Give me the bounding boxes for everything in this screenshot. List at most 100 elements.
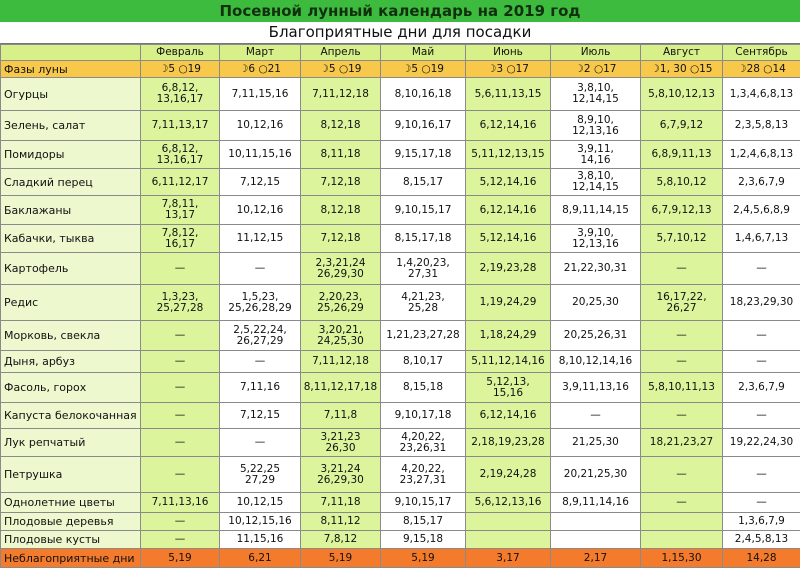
month-header: Сентябрь xyxy=(722,44,800,61)
day-cell: — xyxy=(140,350,220,373)
day-cell xyxy=(640,530,723,549)
day-cell: 20,25,30 xyxy=(550,284,641,321)
month-header: Май xyxy=(380,44,466,61)
day-cell: — xyxy=(140,530,220,549)
moon-phase: ☽1, 30 ○15 xyxy=(640,60,723,78)
bad-day-cell: 3,17 xyxy=(465,548,551,568)
day-cell: 9,15,18 xyxy=(380,530,466,549)
moon-phase: ☽28 ○14 xyxy=(722,60,800,78)
crop-name: Петрушка xyxy=(0,456,141,493)
table-row: Редис 1,3,23, 25,27,28 1,5,23, 25,26,28,29… xyxy=(0,284,800,321)
crop-name: Огурцы xyxy=(0,77,141,111)
day-cell: 8,11,18 xyxy=(300,140,381,169)
day-cell: 2,3,6,7,9 xyxy=(722,168,800,196)
day-cell: 16,17,22, 26,27 xyxy=(640,284,723,321)
day-cell: 3,21,24 26,29,30 xyxy=(300,456,381,493)
day-cell: 7,12,18 xyxy=(300,168,381,196)
day-cell: 8,15,18 xyxy=(380,372,466,403)
day-cell: 7,8,11, 13,17 xyxy=(140,195,220,225)
month-header: Февраль xyxy=(140,44,220,61)
day-cell: — xyxy=(550,402,641,429)
day-cell: 8,11,12,17,18 xyxy=(300,372,381,403)
bad-day-cell: 2,17 xyxy=(550,548,641,568)
day-cell: 9,10,17,18 xyxy=(380,402,466,429)
day-cell: 7,12,15 xyxy=(219,168,301,196)
crop-name: Морковь, свекла xyxy=(0,320,141,351)
day-cell xyxy=(640,512,723,531)
day-cell: 8,9,10, 12,13,16 xyxy=(550,110,641,141)
day-cell: 2,4,5,6,8,9 xyxy=(722,195,800,225)
day-cell xyxy=(465,530,551,549)
day-cell: 2,19,23,28 xyxy=(465,252,551,285)
day-cell: 6,11,12,17 xyxy=(140,168,220,196)
day-cell: 3,9,11, 14,16 xyxy=(550,140,641,169)
day-cell: 5,6,12,13,16 xyxy=(465,492,551,513)
day-cell: 7,8,12 xyxy=(300,530,381,549)
day-cell: 8,11,12 xyxy=(300,512,381,531)
day-cell: 7,8,12, 16,17 xyxy=(140,224,220,253)
day-cell: 18,21,23,27 xyxy=(640,428,723,457)
day-cell: 8,12,18 xyxy=(300,195,381,225)
crop-name: Дыня, арбуз xyxy=(0,350,141,373)
bad-day-cell: 5,19 xyxy=(140,548,220,568)
day-cell xyxy=(465,512,551,531)
row-label: Неблагоприятные дни xyxy=(0,548,141,568)
day-cell: 1,2,4,6,8,13 xyxy=(722,140,800,169)
day-cell: — xyxy=(140,372,220,403)
table-row: Сладкий перец 6,11,12,17 7,12,15 7,12,18 8,1… xyxy=(0,168,800,196)
day-cell: 5,8,10,12 xyxy=(640,168,723,196)
day-cell: — xyxy=(640,252,723,285)
bad-day-cell: 5,19 xyxy=(380,548,466,568)
day-cell: — xyxy=(722,252,800,285)
table-row: Дыня, арбуз — —7,11,12,18 8,10,17 5,11,12,14… xyxy=(0,350,800,373)
day-cell: 8,15,17 xyxy=(380,168,466,196)
day-cell: 5,12,13, 15,16 xyxy=(465,372,551,403)
day-cell: — xyxy=(640,456,723,493)
month-header: Апрель xyxy=(300,44,381,61)
day-cell: 10,12,16 xyxy=(219,195,301,225)
day-cell: 1,4,20,23, 27,31 xyxy=(380,252,466,285)
day-cell: 11,15,16 xyxy=(219,530,301,549)
day-cell: — xyxy=(140,320,220,351)
day-cell: 10,12,15,16 xyxy=(219,512,301,531)
day-cell: 3,20,21, 24,25,30 xyxy=(300,320,381,351)
moon-phase: ☽5 ○19 xyxy=(140,60,220,78)
table-row: Баклажаны 7,8,11, 13,17 10,12,16 8,12,18 9,1… xyxy=(0,195,800,225)
day-cell: 4,21,23, 25,28 xyxy=(380,284,466,321)
crop-name: Баклажаны xyxy=(0,195,141,225)
month-header: Август xyxy=(640,44,723,61)
day-cell: — xyxy=(640,402,723,429)
day-cell: 20,25,26,31 xyxy=(550,320,641,351)
crop-name: Однолетние цветы xyxy=(0,492,141,513)
day-cell: 4,20,22, 23,26,31 xyxy=(380,428,466,457)
day-cell: — xyxy=(219,252,301,285)
day-cell: 2,5,22,24, 26,27,29 xyxy=(219,320,301,351)
crop-name: Зелень, салат xyxy=(0,110,141,141)
table-row: Кабачки, тыква 7,8,12, 16,17 11,12,15 7,12,… xyxy=(0,224,800,253)
day-cell: 7,11,13,16 xyxy=(140,492,220,513)
day-cell: — xyxy=(640,350,723,373)
day-cell: 21,25,30 xyxy=(550,428,641,457)
table-row: Фазы луны ☽5 ○19 ☽6 ○21 ☽5 ○19 ☽5 ○19 ☽3 ○17 ☽… xyxy=(0,60,800,78)
day-cell: 7,11,12,18 xyxy=(300,350,381,373)
table-row: Картофель — —2,3,21,24 26,29,30 1,4,20,23, … xyxy=(0,252,800,285)
day-cell: 3,8,10, 12,14,15 xyxy=(550,168,641,196)
crop-name: Картофель xyxy=(0,252,141,285)
day-cell: 3,9,10, 12,13,16 xyxy=(550,224,641,253)
day-cell: 8,10,12,14,16 xyxy=(550,350,641,373)
corner-cell xyxy=(0,44,141,61)
moon-phase: ☽2 ○17 xyxy=(550,60,641,78)
day-cell: 9,10,16,17 xyxy=(380,110,466,141)
day-cell: 9,15,17,18 xyxy=(380,140,466,169)
day-cell: 1,4,6,7,13 xyxy=(722,224,800,253)
day-cell: 2,19,24,28 xyxy=(465,456,551,493)
table-row: Однолетние цветы 7,11,13,16 10,12,15 7,11,1… xyxy=(0,492,800,513)
day-cell: 8,9,11,14,16 xyxy=(550,492,641,513)
crop-name: Плодовые деревья xyxy=(0,512,141,531)
day-cell: — xyxy=(140,402,220,429)
table-row: Лук репчатый — —3,21,23 26,30 4,20,22, 23,2… xyxy=(0,428,800,457)
day-cell: — xyxy=(219,350,301,373)
crop-name: Сладкий перец xyxy=(0,168,141,196)
moon-phase: ☽3 ○17 xyxy=(465,60,551,78)
day-cell: 7,12,15 xyxy=(219,402,301,429)
